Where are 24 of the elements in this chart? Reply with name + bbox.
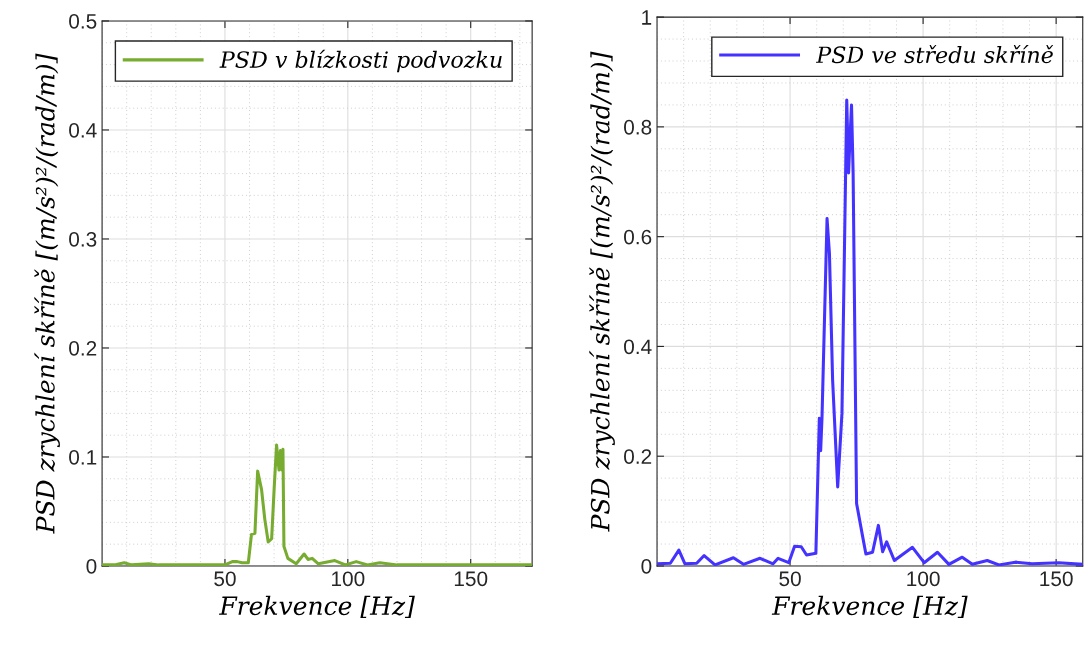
y-tick-label: 1 [642,10,652,25]
x-tick-label: 50 [779,571,801,587]
y-tick-label: 0.8 [624,119,652,135]
legend-label: PSD ve středu skříně [815,45,1054,64]
x-tick-label: 150 [454,571,488,587]
y-tick-label: 0.2 [69,340,97,356]
y-tick-label: 0.4 [624,339,652,355]
y-tick-label: 0.6 [624,229,652,245]
x-tick-label: 150 [1040,571,1073,587]
x-tick-label: 100 [907,571,940,587]
legend-label: PSD v blízkosti podvozku [219,49,502,73]
y-axis-title: PSD zrychlení skříně [(m/s²)²/(rad/m)] [589,51,615,532]
y-tick-label: 0 [641,558,652,574]
y-tick-label: 0.2 [624,449,652,464]
x-axis-title: Frekvence [Hz] [771,595,968,619]
y-tick-label: 0.5 [69,13,97,29]
x-axis-title: Frekvence [Hz] [218,595,415,619]
x-tick-label: 50 [214,571,236,587]
y-tick-label: 0 [86,558,97,574]
y-tick-label: 0.3 [69,231,97,247]
x-tick-label: 100 [332,571,365,587]
y-tick-label: 0.1 [69,449,97,465]
y-axis-title: PSD zrychlení skříně [(m/s²)²/(rad/m)] [34,53,60,534]
y-tick-label: 0.4 [69,122,97,138]
